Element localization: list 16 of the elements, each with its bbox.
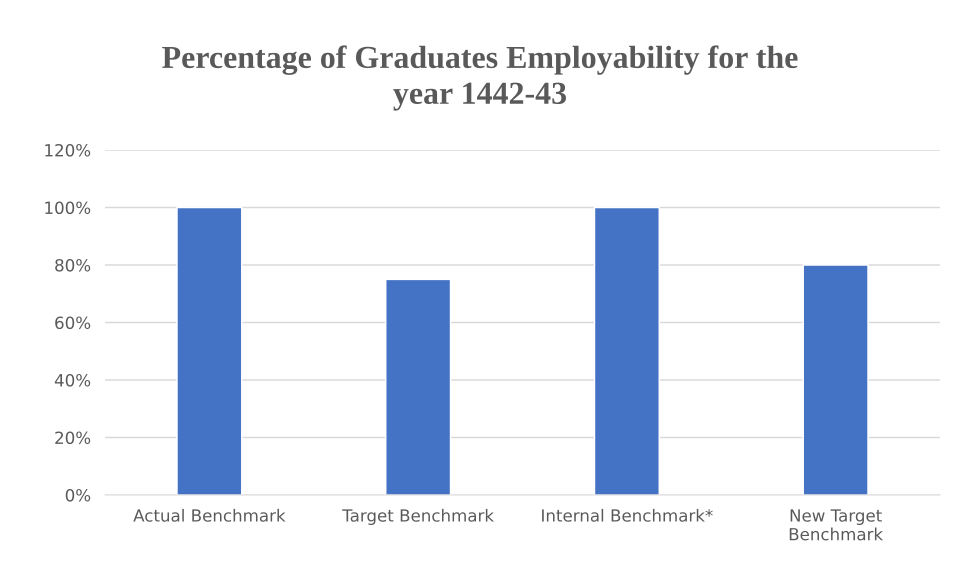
x-tick-label: New Target Benchmark bbox=[790, 509, 884, 540]
x-tick-label: Actual Benchmark bbox=[133, 508, 286, 522]
x-tick-label: Target Benchmark bbox=[342, 508, 494, 526]
bar bbox=[594, 206, 660, 495]
chart-title: Percentage of Graduates Employability for the year 1442-43 bbox=[162, 45, 798, 111]
y-tick-label: 100% bbox=[45, 201, 90, 214]
bar bbox=[176, 206, 242, 495]
y-tick-label: 60% bbox=[55, 316, 90, 330]
y-tick-label: 20% bbox=[55, 431, 90, 444]
y-tick-label: 0% bbox=[66, 488, 90, 502]
y-tick-label: 80% bbox=[55, 258, 90, 272]
y-tick-label: 120% bbox=[45, 144, 90, 157]
bar bbox=[802, 264, 869, 495]
y-tick-label: 40% bbox=[54, 374, 90, 387]
x-tick-label: Internal Benchmark* bbox=[542, 508, 713, 522]
bar bbox=[385, 278, 452, 495]
